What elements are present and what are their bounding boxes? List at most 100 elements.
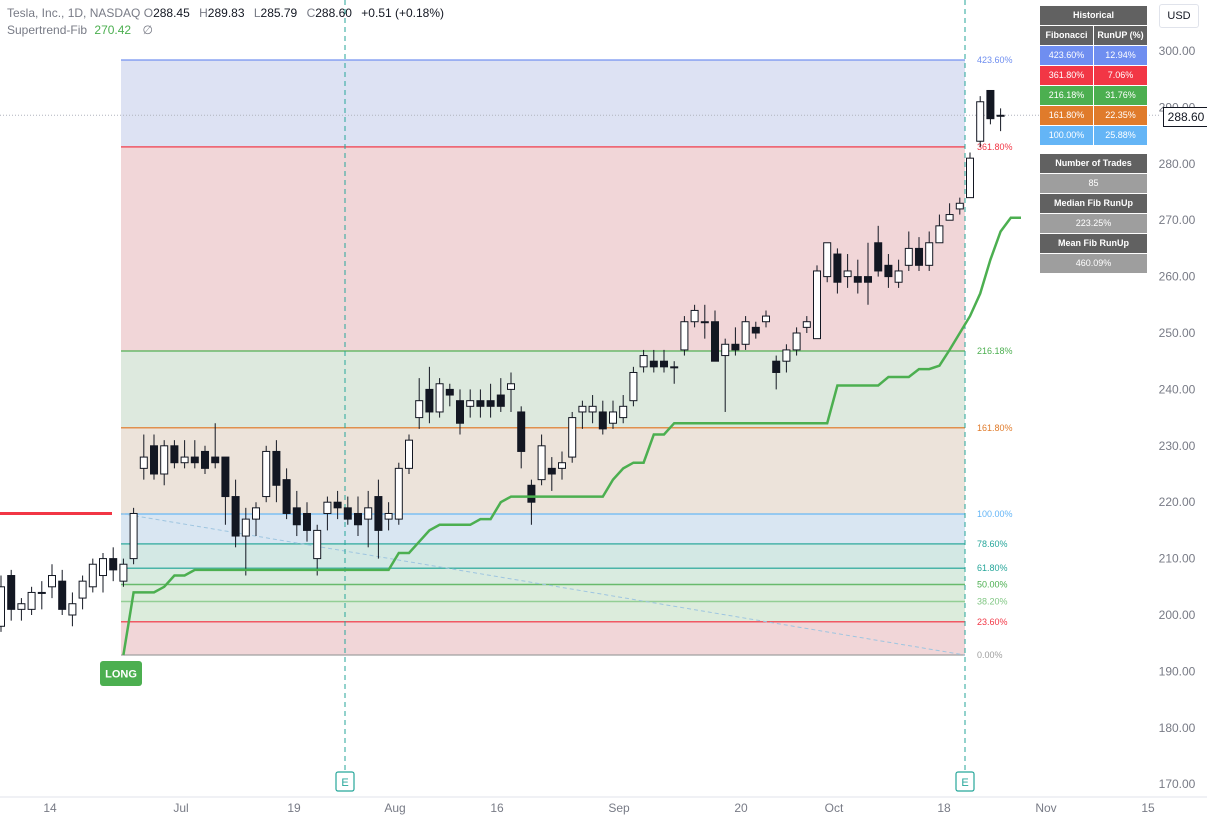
candle — [680, 316, 689, 356]
fib-level-label: 100.00% — [977, 509, 1013, 519]
fib-level-label: 61.80% — [977, 563, 1008, 573]
candle — [700, 304, 709, 339]
x-tick-label: Nov — [1035, 801, 1056, 815]
x-tick-label: 19 — [287, 801, 301, 815]
fib-zone — [121, 601, 965, 622]
stats-fib-cell: 216.18% — [1040, 86, 1093, 105]
candle — [231, 479, 240, 548]
candle — [904, 231, 913, 271]
x-tick-label: 16 — [490, 801, 504, 815]
fib-zone — [121, 146, 965, 352]
indicator-row[interactable]: Supertrend-Fib 270.42 ∅ — [7, 22, 444, 39]
candle — [425, 366, 434, 424]
candle — [109, 547, 118, 582]
currency-button[interactable]: USD — [1159, 4, 1199, 28]
candle — [690, 304, 699, 328]
candle — [547, 457, 556, 491]
fib-zone — [121, 351, 965, 428]
event-marker-box — [335, 771, 355, 792]
stats-runup-cell: 22.35% — [1094, 106, 1147, 125]
candle — [27, 586, 36, 615]
ohlc-row: Tesla, Inc., 1D, NASDAQ O288.45 H289.83 … — [7, 5, 444, 22]
candle — [721, 338, 730, 412]
candle — [78, 575, 87, 610]
stats-runup-cell: 7.06% — [1094, 66, 1147, 85]
candle — [68, 592, 77, 627]
fib-level-label: 216.18% — [977, 346, 1013, 356]
y-tick-label: 250.00 — [1159, 326, 1196, 340]
y-tick-label: 230.00 — [1159, 439, 1196, 453]
candle — [864, 242, 872, 305]
chart-legend: Tesla, Inc., 1D, NASDAQ O288.45 H289.83 … — [7, 5, 444, 39]
event-marker: E — [961, 777, 968, 789]
y-tick-label: 220.00 — [1159, 495, 1196, 509]
fib-level-label: 78.60% — [977, 539, 1008, 549]
candle — [598, 400, 607, 435]
candle — [884, 254, 893, 288]
candle — [180, 440, 189, 469]
y-tick-label: 270.00 — [1159, 213, 1196, 227]
candle — [925, 231, 934, 271]
candle — [292, 490, 301, 537]
x-tick-label: 15 — [1141, 801, 1155, 815]
candle — [496, 378, 505, 412]
stats-rows: 423.60% 12.94% 361.80% 7.06% 216.18% 31.76% 16… — [1040, 46, 1147, 146]
candle — [364, 490, 373, 548]
candle — [405, 434, 413, 474]
mean-label: Mean Fib RunUp — [1040, 234, 1147, 253]
y-tick-label: 170.00 — [1159, 777, 1196, 791]
candle — [874, 225, 883, 277]
y-tick-label: 200.00 — [1159, 608, 1196, 622]
candle — [394, 462, 403, 525]
fib-zone — [121, 514, 965, 544]
candle — [976, 96, 985, 147]
candle — [415, 378, 424, 429]
candle — [37, 581, 46, 610]
close-value: 288.60 — [315, 6, 352, 20]
y-tick-label: 180.00 — [1159, 721, 1196, 735]
stats-runup-cell: 31.76% — [1094, 86, 1147, 105]
candle — [578, 400, 587, 429]
candle — [741, 316, 750, 350]
fib-level-label: 0.00% — [977, 650, 1003, 660]
fib-level-label: 161.80% — [977, 423, 1013, 433]
candle — [323, 496, 332, 531]
candle — [88, 558, 97, 593]
candle — [435, 378, 444, 418]
candle — [374, 479, 383, 559]
long-label-box — [100, 661, 142, 687]
stats-fib-cell: 423.60% — [1040, 46, 1093, 65]
stats-header-row: Fibonacci RunUP (%) — [1040, 26, 1147, 46]
indicator-name: Supertrend-Fib — [7, 23, 88, 37]
candle — [537, 434, 546, 486]
event-marker: E — [341, 777, 348, 789]
median-label: Median Fib RunUp — [1040, 194, 1147, 213]
candle — [966, 152, 974, 199]
candle — [731, 327, 740, 356]
candle — [272, 440, 281, 503]
fib-level-label: 38.20% — [977, 596, 1008, 606]
candle — [558, 451, 566, 480]
stats-row: 216.18% 31.76% — [1040, 86, 1147, 106]
candle — [507, 372, 515, 412]
y-tick-label: 190.00 — [1159, 664, 1196, 678]
candle — [711, 310, 719, 362]
candle — [517, 406, 526, 469]
x-tick-label: Oct — [825, 801, 844, 815]
candle — [190, 440, 199, 469]
candle — [303, 502, 311, 542]
candle — [119, 558, 128, 587]
candle — [313, 524, 322, 576]
candle — [996, 108, 1005, 132]
candle — [343, 496, 352, 525]
candle — [629, 366, 638, 407]
candle — [7, 569, 16, 621]
candle — [660, 349, 668, 373]
candle — [456, 389, 464, 435]
x-tick-label: Sep — [608, 801, 630, 815]
candle — [0, 575, 5, 632]
candle — [782, 344, 791, 373]
candle — [221, 456, 230, 525]
candle — [935, 214, 944, 244]
